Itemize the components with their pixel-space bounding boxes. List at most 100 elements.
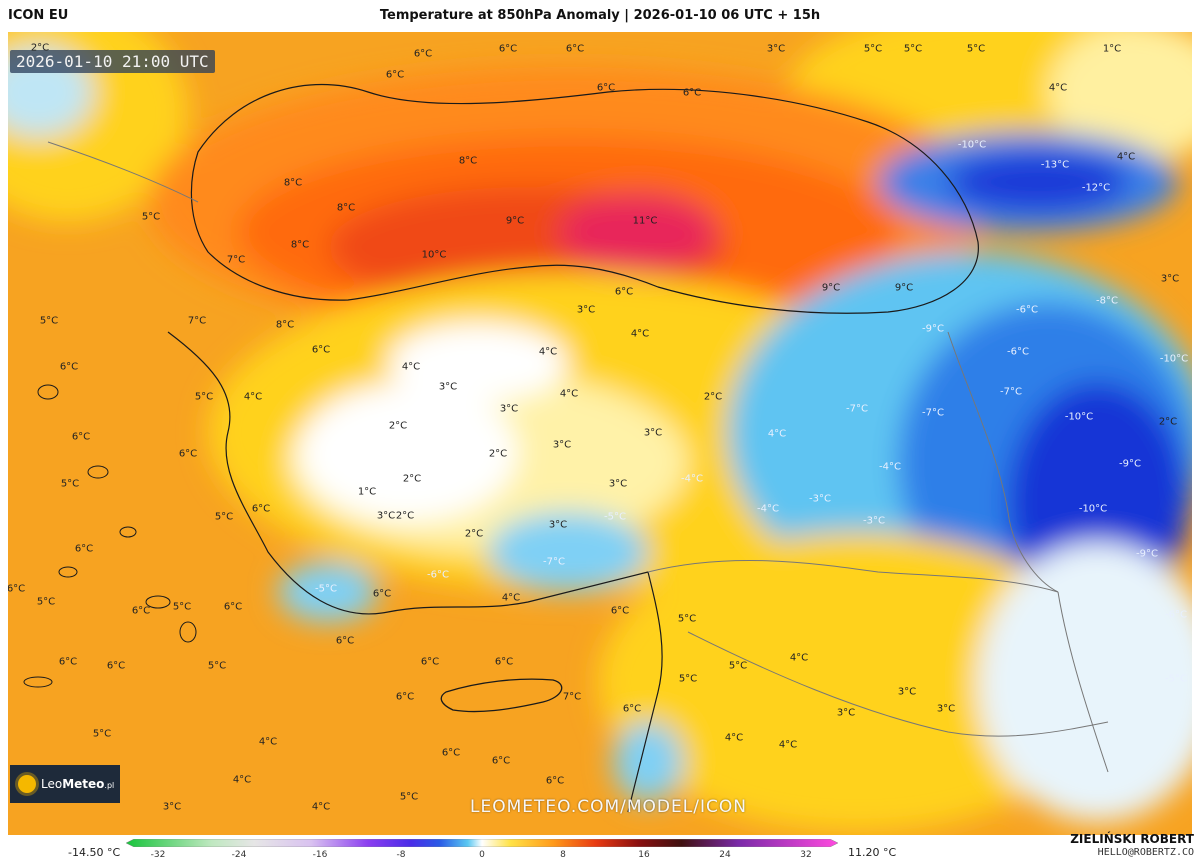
temperature-label: 1°C xyxy=(357,486,377,498)
temperature-label: 6°C xyxy=(372,588,392,600)
scale-max-label: 11.20 °C xyxy=(848,846,897,859)
cyprus-coast xyxy=(440,678,563,713)
temperature-label: -6°C xyxy=(1165,609,1187,621)
temperature-label: 6°C xyxy=(59,361,79,373)
temperature-label: 2°C xyxy=(395,510,415,522)
temperature-map[interactable]: 2026-01-10 21:00 UTC 2°C 6°C 6°C 6°C 3°C 5°C 5… xyxy=(8,32,1192,835)
temperature-label: -13°C xyxy=(1040,159,1070,171)
temperature-label: 7°C xyxy=(187,315,207,327)
temperature-label: 6°C xyxy=(335,635,355,647)
temperature-label: 5°C xyxy=(863,43,883,55)
temperature-label: -7°C xyxy=(1000,386,1022,398)
temperature-label: -9°C xyxy=(922,323,944,335)
temperature-label: 4°C xyxy=(1048,82,1068,94)
temperature-label: -10°C xyxy=(957,139,987,151)
temperature-label: 6°C xyxy=(131,605,151,617)
author-name: ZIELIŃSKI ROBERT xyxy=(1070,832,1194,846)
temperature-label: -5°C xyxy=(1165,673,1187,685)
temperature-label: -4°C xyxy=(757,503,779,515)
model-name: ICON EU xyxy=(8,8,69,23)
temperature-label: -4°C xyxy=(681,473,703,485)
colorbar-tick-label: -24 xyxy=(231,850,247,860)
temperature-label: 3°C xyxy=(836,707,856,719)
temperature-label: 6°C xyxy=(565,43,585,55)
temperature-label: 4°C xyxy=(789,652,809,664)
temperature-label: 2°C xyxy=(1158,416,1178,428)
temperature-label: 3°C xyxy=(552,439,572,451)
temperature-label: 9°C xyxy=(894,282,914,294)
colorbar-tick-label: 0 xyxy=(479,850,485,860)
leometeo-logo[interactable]: LeoMeteo.pl xyxy=(10,765,120,803)
temperature-label: 5°C xyxy=(728,660,748,672)
temperature-label: -10°C xyxy=(1064,411,1094,423)
temperature-label: 2°C xyxy=(488,448,508,460)
temperature-label: 6°C xyxy=(610,605,630,617)
temperature-label: 4°C xyxy=(538,346,558,358)
temperature-label: 3°C xyxy=(936,703,956,715)
temperature-label: 3°C xyxy=(608,478,628,490)
temperature-label: 4°C xyxy=(232,774,252,786)
temperature-label: 8°C xyxy=(458,155,478,167)
temperature-label: 6°C xyxy=(420,656,440,668)
temperature-label: 9°C xyxy=(505,215,525,227)
temperature-label: -6°C xyxy=(427,569,449,581)
colorbar xyxy=(126,839,838,847)
temperature-label: 6°C xyxy=(614,286,634,298)
temperature-label: -6°C xyxy=(1007,346,1029,358)
temperature-label: 6°C xyxy=(622,703,642,715)
temperature-label: 6°C xyxy=(596,82,616,94)
temperature-label: 6°C xyxy=(311,344,331,356)
temperature-label: 6°C xyxy=(178,448,198,460)
temperature-label: 4°C xyxy=(778,739,798,751)
temperature-label: -10°C xyxy=(1159,353,1189,365)
colorbar-tick-label: 8 xyxy=(560,850,566,860)
temperature-label: 7°C xyxy=(226,254,246,266)
colorbar-tick-label: 32 xyxy=(800,850,812,860)
site-watermark: LEOMETEO.COM/MODEL/ICON xyxy=(470,797,747,817)
anomaly-blobs xyxy=(8,32,1192,832)
temperature-label: 3°C xyxy=(548,519,568,531)
temperature-label: 6°C xyxy=(71,431,91,443)
temperature-label: 5°C xyxy=(678,673,698,685)
temperature-label: 3°C xyxy=(897,686,917,698)
temperature-label: 3°C xyxy=(438,381,458,393)
temperature-label: -7°C xyxy=(846,403,868,415)
temperature-label: -6°C xyxy=(1016,304,1038,316)
temperature-label: 4°C xyxy=(724,732,744,744)
temperature-label: -3°C xyxy=(863,515,885,527)
temperature-label: 7°C xyxy=(562,691,582,703)
temperature-label: -10°C xyxy=(1078,503,1108,515)
temperature-label: 4°C xyxy=(243,391,263,403)
temperature-label: 2°C xyxy=(464,528,484,540)
temperature-label: 6°C xyxy=(682,87,702,99)
temperature-label: 5°C xyxy=(92,728,112,740)
temperature-label: 2°C xyxy=(703,391,723,403)
temperature-label: 2°C xyxy=(388,420,408,432)
temperature-label: 4°C xyxy=(311,801,331,813)
temperature-label: 6°C xyxy=(74,543,94,555)
temperature-label: 3°C xyxy=(376,510,396,522)
temperature-label: 9°C xyxy=(821,282,841,294)
temperature-label: 3°C xyxy=(643,427,663,439)
temperature-label: 8°C xyxy=(275,319,295,331)
header: ICON EU Temperature at 850hPa Anomaly | … xyxy=(0,0,1200,32)
temperature-label: 5°C xyxy=(172,601,192,613)
country-borders xyxy=(47,141,1109,773)
map-canvas xyxy=(8,32,1192,835)
temperature-label: 4°C xyxy=(559,388,579,400)
temperature-label: 5°C xyxy=(39,315,59,327)
temperature-label: 5°C xyxy=(903,43,923,55)
temperature-label: 2°C xyxy=(30,42,50,54)
colorbar-tick-label: -32 xyxy=(150,850,166,860)
temperature-label: 3°C xyxy=(1160,273,1180,285)
temperature-label: 6°C xyxy=(223,601,243,613)
temperature-label: 5°C xyxy=(214,511,234,523)
temperature-label: 4°C xyxy=(258,736,278,748)
colorbar-tick-label: -16 xyxy=(312,850,328,860)
temperature-label: -3°C xyxy=(809,493,831,505)
scale-min-label: -14.50 °C xyxy=(68,846,121,859)
anatolia-south-coast xyxy=(167,331,649,615)
temperature-label: 6°C xyxy=(58,656,78,668)
temperature-label: 8°C xyxy=(336,202,356,214)
temperature-label: -5°C xyxy=(315,583,337,595)
